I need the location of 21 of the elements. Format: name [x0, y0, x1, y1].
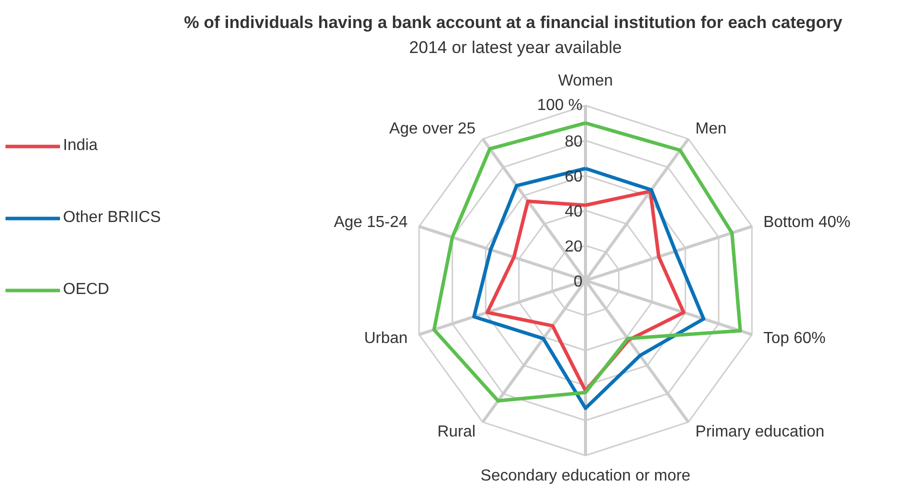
legend-label: India [63, 137, 98, 155]
spoke-label: Women [558, 72, 613, 90]
spoke-label: Urban [364, 330, 408, 347]
y-tick-label: 80 [564, 134, 583, 150]
y-tick-label: 40 [564, 204, 583, 220]
spoke-label: Rural [437, 423, 476, 440]
spoke-label: Age 15-24 [334, 214, 408, 232]
spoke-label: Bottom 40% [763, 214, 851, 232]
chart-subtitle: 2014 or latest year available [409, 38, 622, 57]
spoke-label: Primary education [695, 423, 824, 440]
spoke-label: Age over 25 [389, 120, 476, 138]
spoke-label: Top 60% [763, 330, 826, 347]
y-tick-label: 0 [574, 274, 583, 290]
y-tick-label: 100 % [537, 97, 583, 114]
legend-label: OECD [63, 281, 110, 299]
chart-title: % of individuals having a bank account at a financial institution for each category [184, 13, 843, 32]
spoke-label: Men [695, 120, 727, 138]
spoke-label: Secondary education or more [480, 468, 691, 484]
y-tick-label: 20 [564, 238, 583, 256]
y-tick-label: 60 [564, 168, 583, 186]
legend-label: Other BRIICS [63, 209, 161, 227]
